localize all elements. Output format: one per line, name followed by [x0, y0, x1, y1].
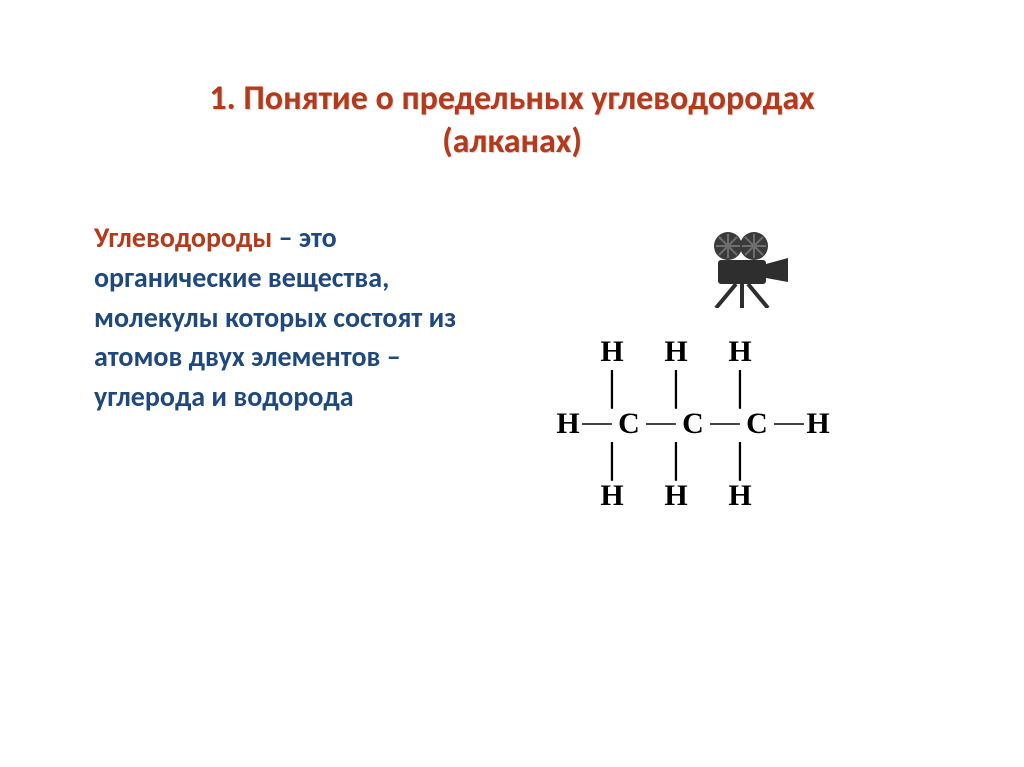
film-camera-icon	[692, 228, 792, 308]
title-line-1: 1. Понятие о предельных углеводородах	[209, 78, 814, 119]
bond-horizontal	[774, 423, 804, 425]
atom-c: C	[678, 407, 708, 441]
bond-vertical: │	[708, 370, 772, 407]
bond-vertical: │	[644, 370, 708, 407]
atom-h: H	[708, 335, 772, 369]
atom-h: H	[644, 335, 708, 369]
definition-text: Углеводороды – это органические вещества…	[94, 218, 494, 417]
bond-horizontal	[582, 423, 612, 425]
formula-row-bottom-h: H H H	[556, 478, 936, 514]
formula-row-top-h: H H H	[556, 334, 936, 370]
title-line-2: (алканах)	[442, 121, 582, 162]
atom-h: H	[580, 335, 644, 369]
term-word: Углеводороды	[94, 220, 272, 255]
bond-vertical: │	[644, 442, 708, 479]
propane-structural-formula: H H H │ │ │ H C C C H │ │	[556, 334, 936, 514]
atom-h: H	[806, 407, 830, 441]
atom-h: H	[644, 479, 708, 513]
atom-c: C	[742, 407, 772, 441]
formula-row-top-bonds: │ │ │	[556, 370, 936, 406]
bond-vertical: │	[580, 370, 644, 407]
slide-title: 1. Понятие о предельных углеводородах (а…	[0, 78, 1024, 163]
bond-horizontal	[710, 423, 740, 425]
atom-c: C	[614, 407, 644, 441]
atom-h: H	[580, 479, 644, 513]
slide: 1. Понятие о предельных углеводородах (а…	[0, 0, 1024, 767]
formula-row-chain: H C C C H	[556, 406, 936, 442]
bond-horizontal	[646, 423, 676, 425]
atom-h: H	[556, 407, 580, 441]
atom-h: H	[708, 479, 772, 513]
bond-vertical: │	[708, 442, 772, 479]
formula-row-bottom-bonds: │ │ │	[556, 442, 936, 478]
bond-vertical: │	[580, 442, 644, 479]
